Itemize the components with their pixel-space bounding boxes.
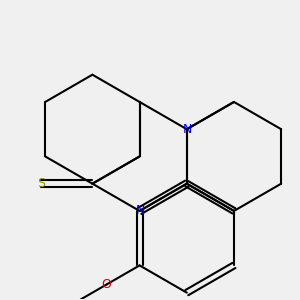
Text: N: N: [183, 123, 193, 136]
Text: N: N: [136, 204, 145, 218]
Text: O: O: [102, 278, 112, 291]
Text: S: S: [37, 177, 45, 190]
